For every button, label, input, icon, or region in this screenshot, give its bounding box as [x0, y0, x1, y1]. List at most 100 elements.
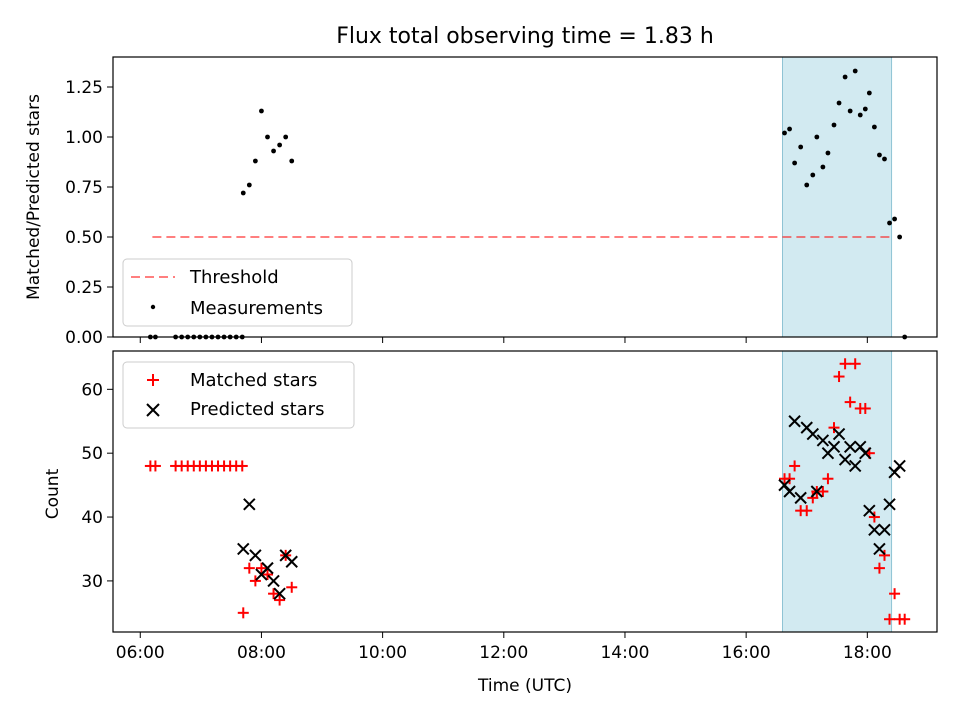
x-tick-label: 08:00: [237, 643, 286, 663]
predicted-stars-point: [237, 542, 250, 556]
measurement-point: [814, 134, 820, 140]
matched-stars-legend-swatch: [147, 374, 159, 386]
bottom-axes-frame: [112, 350, 938, 633]
count-panel: Count Time (UTC) 30 40 50 60 06:00 08:00 10:00…: [43, 350, 938, 696]
predicted-stars-point: [893, 459, 906, 473]
measurement-point: [866, 90, 872, 96]
ratio-panel: Flux total observing time = 1.83 h Match…: [24, 24, 938, 348]
matched-stars-point: [262, 569, 273, 581]
matched-stars-point: [243, 562, 255, 574]
matched-stars-point: [873, 562, 885, 574]
x-tick-label: 12:00: [479, 643, 528, 663]
measurement-point: [271, 148, 276, 154]
matched-stars-point: [237, 607, 249, 619]
measurement-point: [831, 122, 837, 128]
matched-stars-point: [868, 511, 880, 523]
predicted-stars-point: [863, 504, 876, 517]
predicted-stars-point: [843, 440, 857, 454]
top-shaded-interval: [782, 56, 893, 338]
matched-stars-point: [817, 486, 829, 497]
predicted-stars-point: [783, 485, 796, 498]
matched-stars-point: [859, 402, 871, 414]
predicted-stars-point: [816, 434, 830, 447]
predicted-stars-legend-label: Predicted stars: [190, 399, 324, 420]
matched-stars-point: [828, 422, 840, 434]
matched-stars-point: [789, 460, 801, 472]
top-y-axis-label: Matched/Predicted stars: [24, 94, 44, 300]
measurement-point: [787, 126, 792, 132]
matched-stars-point: [878, 549, 890, 561]
threshold-legend-label: Threshold: [189, 267, 279, 288]
predicted-stars-point: [827, 440, 841, 454]
measurement-point: [877, 152, 882, 158]
matched-stars-point: [149, 460, 161, 472]
measurement-point: [782, 130, 787, 136]
measurement-point: [283, 134, 289, 140]
top-y-tick-label: 0.50: [65, 228, 103, 248]
matched-stars-point: [286, 581, 298, 593]
top-legend: Threshold Measurements: [122, 258, 353, 327]
predicted-stars-point: [261, 561, 274, 575]
top-y-tick-label: 1.25: [65, 78, 103, 98]
bottom-y-tick-label: 40: [81, 508, 103, 528]
bottom-y-axis-label: Count: [43, 468, 63, 519]
measurement-point: [862, 106, 868, 112]
bottom-y-tick-label: 60: [81, 380, 103, 400]
predicted-stars-legend-swatch: [146, 403, 160, 417]
predicted-stars-point: [273, 587, 286, 600]
predicted-stars-point: [832, 427, 846, 441]
bottom-data-marks: [144, 358, 911, 625]
measurement-point: [847, 108, 853, 114]
measurement-point: [277, 142, 283, 148]
x-tick-label: 10:00: [358, 643, 407, 663]
predicted-stars-point: [873, 542, 886, 556]
measurement-point: [892, 216, 897, 222]
measurement-point: [887, 220, 892, 226]
matched-stars-point: [899, 613, 911, 625]
predicted-stars-point: [810, 485, 824, 498]
predicted-stars-point: [838, 453, 852, 466]
matched-stars-point: [844, 396, 856, 408]
bottom-axis-ticks: 30 40 50 60 06:00 08:00 10:00 12:00 14:00 16:00 18…: [81, 380, 891, 663]
measurement-point: [842, 74, 848, 80]
predicted-stars-point: [859, 446, 872, 460]
top-axis-ticks: 0.00 0.25 0.50 0.75 1.00 1.25: [65, 78, 868, 348]
measurement-point: [265, 134, 270, 140]
matched-stars-point: [884, 613, 896, 625]
bottom-shaded-interval: [782, 350, 893, 633]
measurement-point: [820, 164, 826, 170]
measurements-legend-label: Measurements: [190, 298, 323, 319]
measurement-point: [897, 234, 903, 240]
measurement-point: [871, 124, 877, 130]
bottom-y-tick-label: 30: [81, 572, 103, 592]
measurement-point: [246, 182, 252, 188]
matched-stars-point: [274, 594, 286, 606]
x-tick-label: 18:00: [843, 643, 892, 663]
measurements-legend-swatch: [150, 304, 156, 310]
measurement-point: [825, 150, 831, 156]
predicted-stars-point: [868, 523, 881, 537]
predicted-stars-point: [243, 498, 256, 511]
measurement-point: [882, 156, 887, 162]
matched-stars-point: [236, 460, 248, 472]
predicted-stars-point: [883, 498, 896, 511]
matched-stars-point: [801, 505, 813, 517]
matched-stars-point: [889, 588, 901, 600]
matched-stars-point: [784, 473, 796, 485]
matched-stars-point: [839, 358, 851, 370]
matched-stars-legend-label: Matched stars: [190, 370, 317, 391]
matched-stars-point: [249, 575, 261, 587]
predicted-stars-point: [788, 415, 801, 428]
matched-stars-point: [822, 473, 834, 485]
measurement-point: [857, 112, 863, 118]
top-axes-frame: [112, 56, 938, 338]
predicted-stars-point: [806, 427, 820, 441]
measurement-point: [804, 182, 810, 188]
measurement-point: [836, 100, 842, 106]
x-tick-label: 16:00: [722, 643, 771, 663]
predicted-stars-point: [848, 459, 862, 473]
top-legend-box: [122, 258, 353, 327]
measurement-point: [798, 144, 804, 150]
measurement-point: [852, 68, 858, 74]
